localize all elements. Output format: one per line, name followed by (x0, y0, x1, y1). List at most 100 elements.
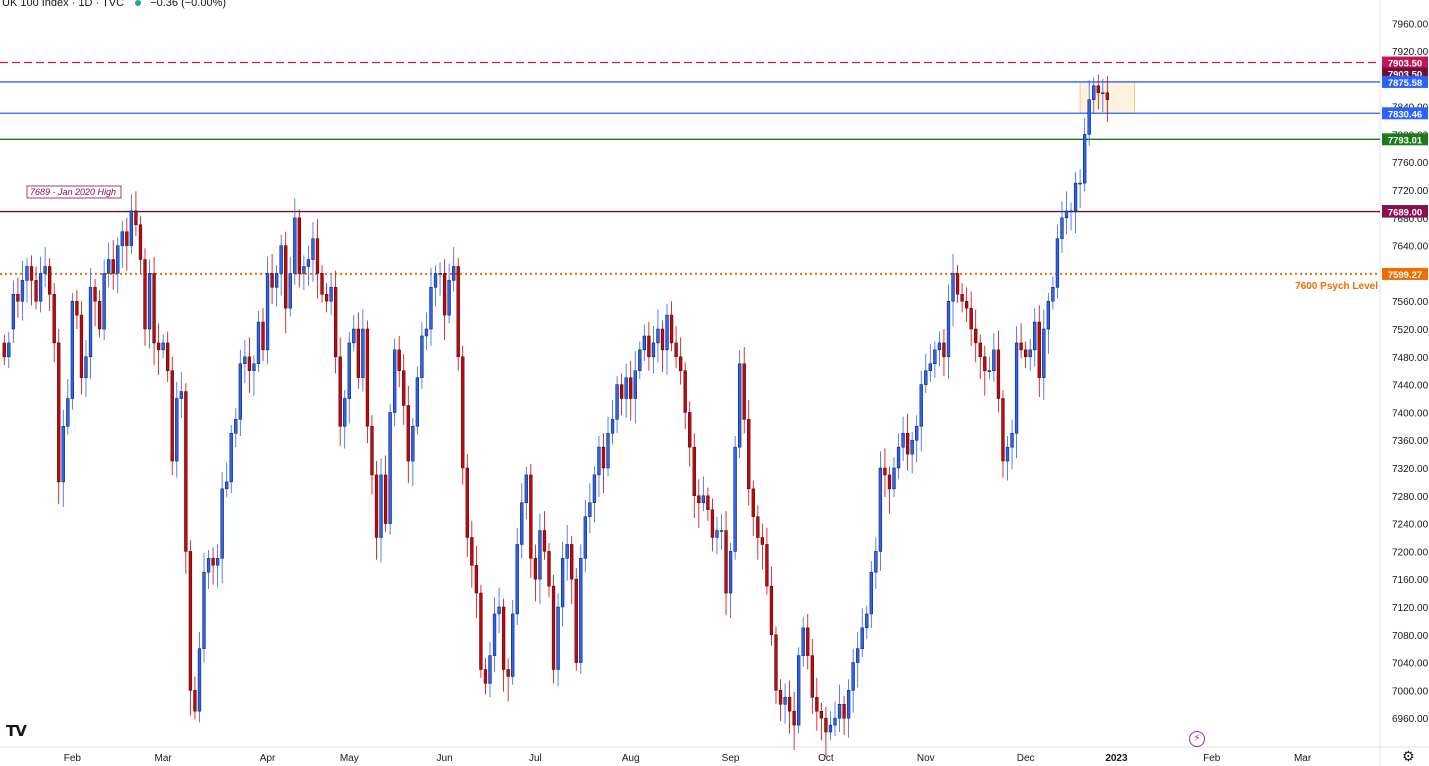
candle-down (601, 446, 606, 469)
candle-up (719, 530, 724, 532)
change-label: −0.36 (−0.00%) (150, 0, 227, 9)
candle-up (302, 266, 306, 274)
y-tick-label: 7240.00 (1392, 520, 1429, 531)
candle-up (265, 273, 270, 351)
candle-down (669, 314, 674, 344)
y-tick-label: 7320.00 (1392, 464, 1429, 475)
candle-up (615, 384, 619, 420)
candle-down (383, 474, 388, 524)
candle-down (470, 537, 474, 566)
candle-down (170, 370, 174, 462)
candle-up (1051, 287, 1055, 302)
candle-down (1019, 342, 1023, 351)
candle-up (1028, 349, 1032, 358)
price-tag (1382, 56, 1428, 69)
candle-down (706, 495, 710, 510)
candle-down (125, 231, 129, 246)
candle-down (247, 356, 252, 371)
candle-up (1064, 210, 1069, 219)
candle-up (243, 356, 247, 365)
candle-up (116, 245, 120, 274)
candle-up (393, 349, 397, 413)
y-tick-label: 7200.00 (1392, 547, 1429, 558)
candle-down (883, 467, 887, 476)
candle-up (1069, 210, 1073, 213)
candle-down (547, 551, 551, 587)
candle-up (715, 530, 719, 538)
candle-down (529, 474, 533, 559)
candle-up (592, 474, 597, 503)
candle-down (688, 412, 692, 448)
candle-down (506, 669, 510, 677)
candle-up (429, 287, 433, 330)
candle-up (651, 342, 656, 358)
candle-down (778, 690, 783, 705)
lightning-bolt-icon[interactable]: ⚡ (1189, 731, 1205, 747)
candle-up (229, 433, 233, 483)
y-tick-label: 7000.00 (1392, 686, 1429, 697)
candle-down (692, 446, 696, 497)
candle-up (524, 474, 528, 503)
y-tick-label: 7280.00 (1392, 492, 1429, 503)
candle-up (252, 363, 256, 371)
status-dot-icon (135, 0, 142, 6)
candle-down (674, 342, 678, 358)
gear-icon[interactable]: ⚙ (1402, 748, 1415, 764)
candle-up (733, 446, 737, 552)
candle-down (34, 280, 38, 302)
x-tick-label: May (340, 753, 359, 764)
y-tick-label: 7760.00 (1392, 158, 1429, 169)
candle-down (75, 300, 79, 316)
y-tick-label: 7040.00 (1392, 659, 1429, 670)
candle-down (806, 627, 810, 656)
y-tick-label: 7400.00 (1392, 408, 1429, 419)
candle-down (465, 467, 469, 538)
candle-down (374, 474, 379, 538)
candle-up (256, 321, 261, 365)
candle-down (742, 363, 746, 420)
candle-down (402, 370, 406, 406)
candle-up (497, 606, 501, 615)
candle-down (969, 307, 973, 330)
y-tick-label: 7360.00 (1392, 436, 1429, 447)
candle-down (815, 697, 819, 712)
candle-down (1096, 85, 1100, 94)
tradingview-logo-icon[interactable]: TV (6, 722, 27, 740)
candle-down (533, 558, 538, 580)
candle-down (52, 294, 56, 344)
y-tick-label: 7080.00 (1392, 631, 1429, 642)
candle-down (787, 697, 792, 712)
candle-up (783, 697, 787, 705)
candle-down (942, 342, 946, 358)
candle-up (878, 467, 883, 552)
candle-up (492, 613, 497, 656)
candle-down (370, 426, 374, 476)
price-tag-label: 7599.27 (1388, 270, 1422, 281)
candle-up (642, 335, 646, 351)
candle-down (660, 328, 665, 351)
candle-down (184, 391, 188, 552)
candle-up (915, 426, 919, 441)
candle-down (442, 273, 447, 316)
candle-down (57, 342, 61, 483)
candle-up (7, 342, 11, 358)
candle-down (479, 592, 483, 670)
candle-up (1014, 342, 1019, 434)
candle-up (856, 648, 860, 663)
candle-down (501, 606, 506, 670)
x-tick-label: Jul (529, 753, 542, 764)
candle-down (365, 328, 370, 427)
y-tick-label: 7720.00 (1392, 186, 1429, 197)
candle-up (1087, 99, 1091, 135)
candle-up (1083, 134, 1087, 184)
candle-down (1001, 398, 1005, 462)
candle-down (29, 266, 34, 281)
candle-down (474, 565, 479, 594)
candle-up (837, 704, 842, 719)
candle-down (2, 342, 6, 358)
candle-down (188, 551, 193, 691)
candle-up (624, 377, 628, 399)
candle-down (461, 356, 465, 469)
price-tag (1382, 267, 1428, 280)
